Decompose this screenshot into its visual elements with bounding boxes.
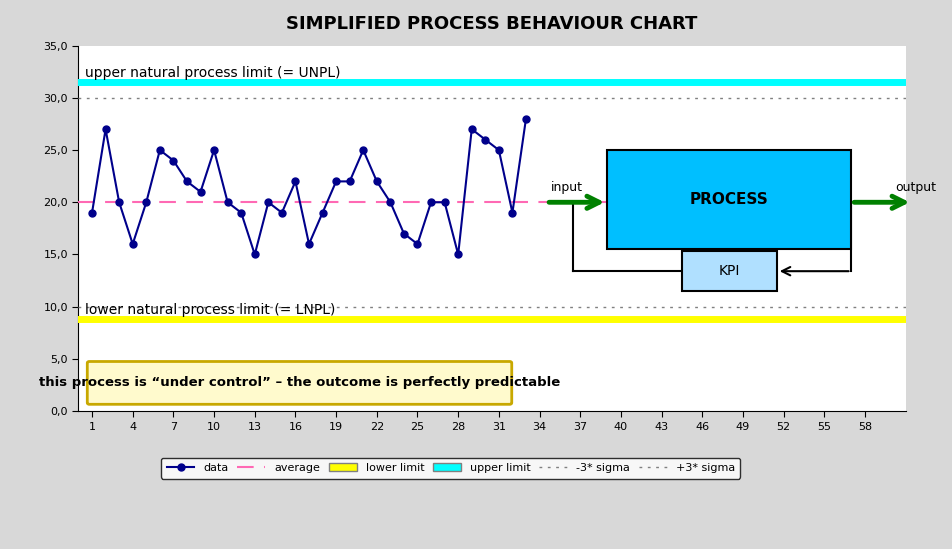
Text: input: input: [550, 181, 583, 194]
Bar: [682, 251, 777, 291]
Text: PROCESS: PROCESS: [690, 192, 769, 207]
FancyBboxPatch shape: [88, 361, 512, 404]
Legend: data, average, lower limit, upper limit, -3* sigma, +3* sigma: data, average, lower limit, upper limit,…: [161, 457, 741, 479]
Bar: [607, 150, 851, 249]
Text: KPI: KPI: [719, 264, 740, 278]
Text: output: output: [895, 181, 936, 194]
Text: this process is “under control” – the outcome is perfectly predictable: this process is “under control” – the ou…: [39, 377, 560, 389]
Text: upper natural process limit (= UNPL): upper natural process limit (= UNPL): [86, 66, 341, 80]
Text: lower natural process limit (= LNPL): lower natural process limit (= LNPL): [86, 303, 336, 317]
Title: SIMPLIFIED PROCESS BEHAVIOUR CHART: SIMPLIFIED PROCESS BEHAVIOUR CHART: [287, 15, 698, 33]
